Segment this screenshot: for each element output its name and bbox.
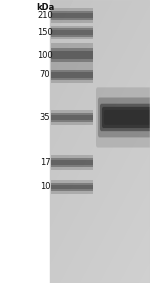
Text: 70: 70 — [40, 70, 50, 80]
Text: 35: 35 — [40, 113, 50, 122]
Bar — [50, 0, 150, 283]
Text: 150: 150 — [37, 28, 53, 37]
FancyBboxPatch shape — [104, 110, 150, 125]
Bar — [51, 183, 93, 191]
FancyBboxPatch shape — [100, 104, 150, 131]
Bar — [51, 8, 93, 23]
Bar — [51, 113, 93, 122]
Bar — [51, 155, 93, 170]
FancyBboxPatch shape — [96, 87, 150, 147]
Bar — [51, 180, 93, 194]
Bar — [0, 0, 50, 283]
Bar — [51, 26, 93, 39]
Bar — [51, 13, 93, 18]
Bar — [51, 110, 93, 125]
Bar — [51, 70, 93, 80]
Text: 10: 10 — [40, 182, 50, 191]
Bar — [51, 115, 93, 120]
FancyBboxPatch shape — [102, 107, 150, 128]
Text: kDa: kDa — [36, 3, 54, 12]
Bar — [51, 158, 93, 167]
Bar — [51, 30, 93, 35]
Bar — [51, 29, 93, 37]
FancyBboxPatch shape — [98, 97, 150, 138]
Bar — [51, 51, 93, 59]
Text: 210: 210 — [37, 11, 53, 20]
Bar — [51, 185, 93, 189]
Text: 17: 17 — [40, 158, 50, 167]
Bar — [51, 160, 93, 165]
Bar — [51, 43, 93, 67]
Bar — [51, 48, 93, 62]
Bar — [51, 67, 93, 83]
Bar — [51, 11, 93, 20]
Text: 100: 100 — [37, 51, 53, 60]
Bar — [51, 72, 93, 78]
